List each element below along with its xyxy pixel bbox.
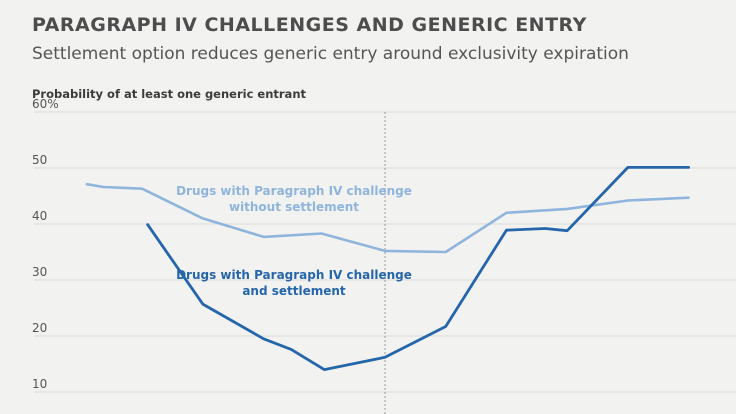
- y-tick-label: 40: [32, 209, 47, 223]
- chart-subtitle: Settlement option reduces generic entry …: [32, 44, 629, 64]
- y-tick-label: 60%: [32, 97, 59, 111]
- series-lines: [85, 165, 690, 372]
- y-tick-label: 30: [32, 265, 47, 279]
- chart-title: PARAGRAPH IV CHALLENGES AND GENERIC ENTR…: [32, 14, 587, 36]
- annotation-with-settlement: Drugs with Paragraph IV challenge and set…: [176, 268, 412, 298]
- y-tick-label: 20: [32, 321, 47, 335]
- y-axis-label: Probability of at least one generic entr…: [32, 87, 307, 101]
- series-line-with-settlement: [146, 165, 690, 372]
- series-annotations: Drugs with Paragraph IV challenge without…: [176, 184, 412, 298]
- y-tick-label: 10: [32, 377, 47, 391]
- series-line-without-settlement: [85, 182, 690, 254]
- annotation-without-settlement: Drugs with Paragraph IV challenge without…: [176, 184, 412, 214]
- y-tick-label: 50: [32, 153, 47, 167]
- y-tick-labels: 60% 50 40 30 20 10: [32, 97, 59, 391]
